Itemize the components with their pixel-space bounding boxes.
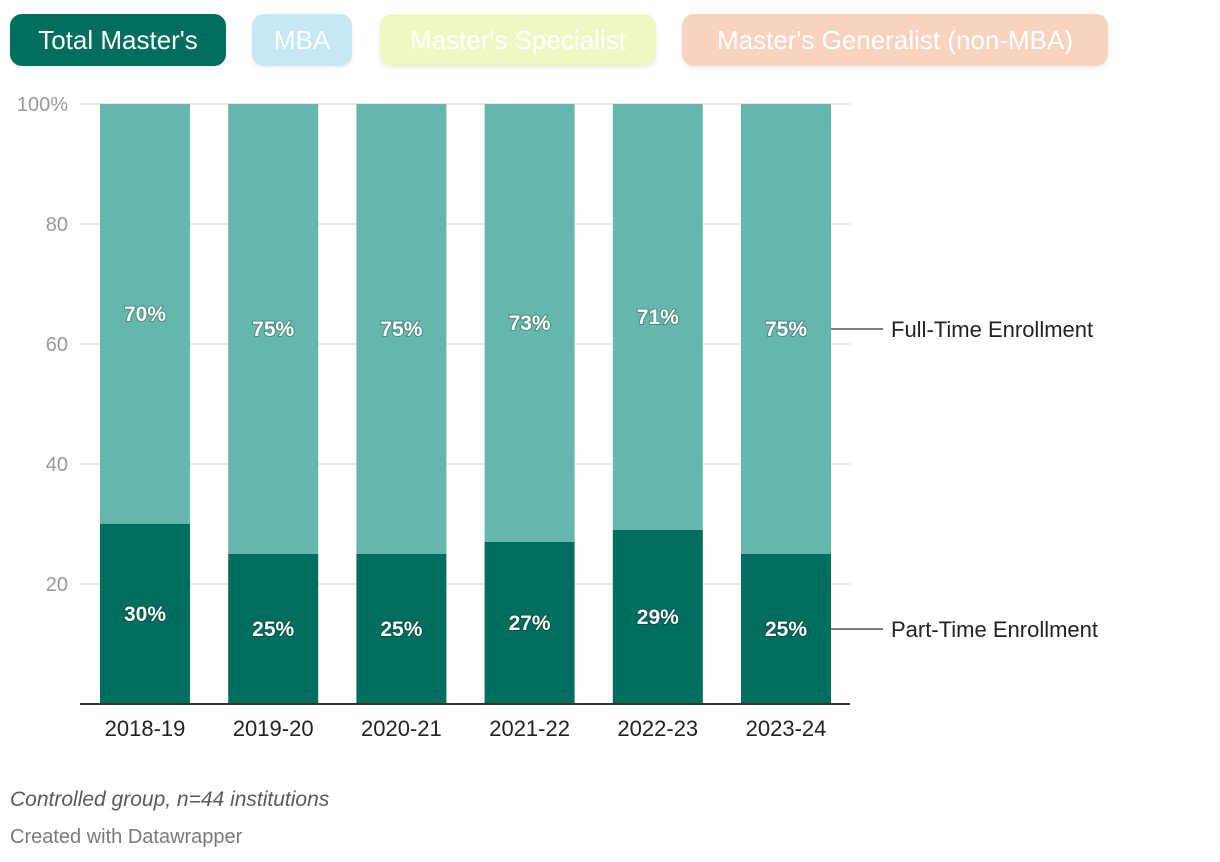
bar-full-time bbox=[484, 104, 575, 542]
gridlines bbox=[80, 103, 850, 585]
x-tick-label: 2019-20 bbox=[233, 716, 314, 741]
x-tick-label: 2021-22 bbox=[489, 716, 570, 741]
bar-part-time bbox=[484, 542, 575, 704]
bar-label-full-time: 73% bbox=[509, 312, 551, 335]
stacked-bar-chart: 20 40 60 80 100% 30% 70% 25% 75% 25% 75% 27% 73% 29%… bbox=[17, 94, 1098, 741]
tab-total-masters[interactable]: Total Master's bbox=[10, 14, 226, 66]
full-time-series-label: Full-Time Enrollment bbox=[891, 317, 1093, 342]
bar-label-full-time: 75% bbox=[765, 318, 807, 341]
chart-credit: Created with Datawrapper bbox=[10, 826, 243, 848]
bar-label-part-time: 30% bbox=[124, 603, 166, 626]
bar-full-time bbox=[612, 104, 703, 530]
bar-label-part-time: 27% bbox=[509, 612, 551, 635]
chart-notes: Controlled group, n=44 institutions bbox=[10, 788, 330, 811]
x-tick-label: 2023-24 bbox=[746, 716, 827, 741]
bar-label-full-time: 75% bbox=[380, 318, 422, 341]
y-tick-label: 40 bbox=[46, 454, 68, 476]
x-tick-label: 2020-21 bbox=[361, 716, 442, 741]
tab-masters-generalist[interactable]: Master's Generalist (non-MBA) bbox=[682, 14, 1108, 66]
bar-part-time bbox=[612, 530, 703, 704]
bar-label-full-time: 75% bbox=[252, 318, 294, 341]
tab-masters-specialist[interactable]: Master's Specialist bbox=[380, 14, 656, 66]
y-tick-label: 60 bbox=[46, 334, 68, 356]
bar-full-time bbox=[356, 104, 447, 554]
bar-label-part-time: 25% bbox=[765, 618, 807, 641]
x-tick-label: 2022-23 bbox=[617, 716, 698, 741]
x-tick-label: 2018-19 bbox=[105, 716, 186, 741]
bar-part-time bbox=[741, 554, 831, 704]
bar-label-part-time: 25% bbox=[380, 618, 422, 641]
y-tick-label: 80 bbox=[46, 214, 68, 236]
y-tick-label: 20 bbox=[46, 574, 68, 596]
bar-part-time bbox=[228, 554, 319, 704]
bar-label-part-time: 25% bbox=[252, 618, 294, 641]
bar-full-time bbox=[228, 104, 319, 554]
part-time-series-label: Part-Time Enrollment bbox=[891, 617, 1098, 642]
series-labels: Full-Time Enrollment Part-Time Enrollment bbox=[831, 317, 1098, 642]
bar-label-part-time: 29% bbox=[637, 606, 679, 629]
bar-label-full-time: 71% bbox=[637, 306, 679, 329]
bar-part-time bbox=[356, 554, 447, 704]
y-tick-label: 100% bbox=[17, 94, 68, 116]
bar-part-time bbox=[100, 524, 190, 704]
tab-mba[interactable]: MBA bbox=[252, 14, 352, 66]
x-axis-ticks: 2018-19 2019-20 2020-21 2021-22 2022-23 2023-… bbox=[80, 703, 850, 741]
bars: 30% 70% 25% 75% 25% 75% 27% 73% 29% 71% 25% 75% bbox=[100, 104, 831, 704]
bar-full-time bbox=[100, 104, 190, 524]
y-axis-ticks: 20 40 60 80 100% bbox=[17, 94, 68, 596]
bar-label-full-time: 70% bbox=[124, 303, 166, 326]
bar-full-time bbox=[741, 104, 831, 554]
